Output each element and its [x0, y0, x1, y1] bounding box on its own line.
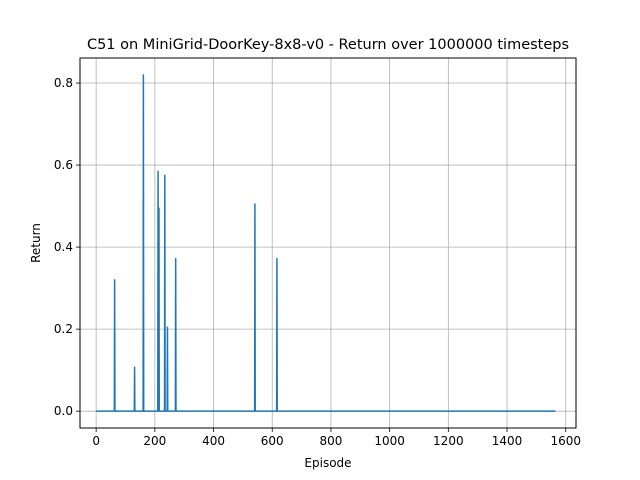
y-tick-label: 0.4: [54, 240, 73, 254]
x-axis: 0 200 400 600 800 1000 1200 1400 1600: [92, 428, 581, 448]
y-tick-label: 0.0: [54, 404, 73, 418]
x-tick-label: 800: [319, 434, 342, 448]
x-tick-label: 1000: [374, 434, 405, 448]
series-line: [96, 74, 556, 412]
x-tick-label: 0: [92, 434, 100, 448]
y-tick-label: 0.6: [54, 158, 73, 172]
x-tick-label: 1200: [433, 434, 464, 448]
series-layer: [96, 74, 556, 412]
x-tick-label: 1400: [492, 434, 523, 448]
x-axis-label: Episode: [304, 456, 351, 470]
x-tick-label: 400: [202, 434, 225, 448]
chart-title: C51 on MiniGrid-DoorKey-8x8-v0 - Return …: [87, 37, 569, 53]
y-axis: 0.0 0.2 0.4 0.6 0.8: [54, 76, 80, 418]
x-tick-label: 200: [143, 434, 166, 448]
x-tick-label: 1600: [550, 434, 581, 448]
y-tick-label: 0.8: [54, 76, 73, 90]
y-axis-label: Return: [29, 223, 43, 263]
x-tick-label: 600: [261, 434, 284, 448]
axes-frame: [79, 57, 577, 429]
y-tick-label: 0.2: [54, 322, 73, 336]
